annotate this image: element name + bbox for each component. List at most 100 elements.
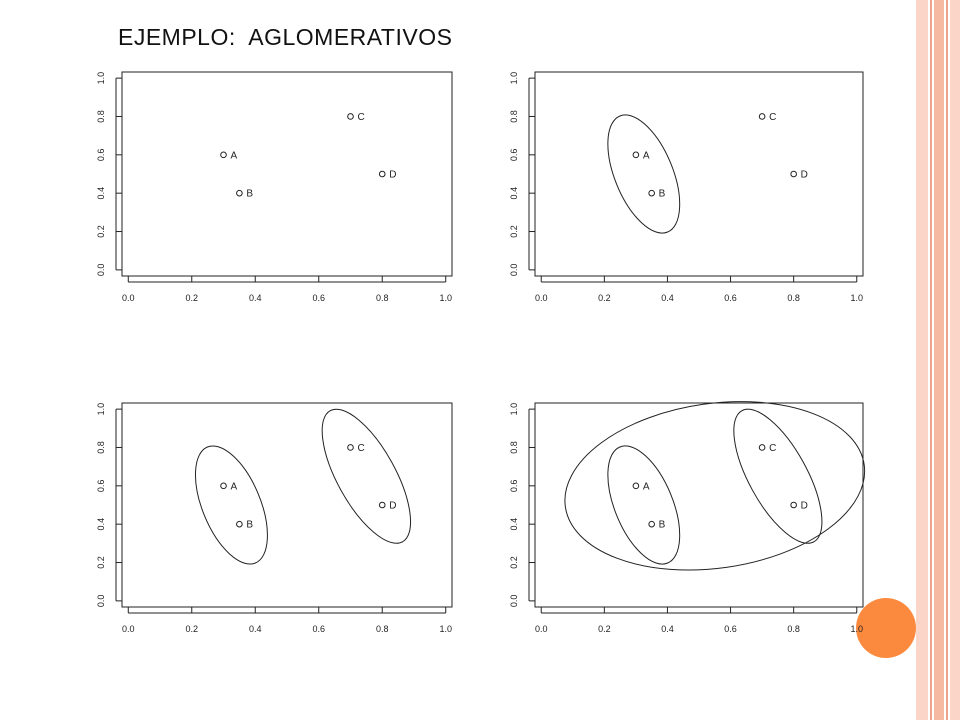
y-tick-label: 0.0 (509, 264, 519, 277)
point-label-c: C (769, 443, 776, 454)
y-tick-label: 0.6 (96, 149, 106, 162)
x-tick-label: 0.4 (661, 624, 674, 634)
plot-cluster-all: 0.0 0.2 0.4 0.6 0.8 1.0 0.0 0.2 0.4 0.6 0.8 1.0 A B C D (509, 401, 866, 634)
y-tick-label: 0.4 (509, 518, 519, 531)
x-tick-label: 0.0 (122, 624, 135, 634)
point-c (347, 113, 354, 120)
point-c (758, 113, 766, 120)
y-tick-label: 0.2 (96, 556, 106, 569)
point-b (648, 189, 655, 197)
point-label-c: C (357, 443, 364, 454)
point-b (236, 520, 243, 528)
plot-single-points: 0.0 0.2 0.4 0.6 0.8 1.0 0.0 0.2 0.4 0.6 0.8 1.0 A B C D (96, 71, 453, 303)
y-tick-label: 0.8 (96, 110, 106, 123)
x-tick-label: 0.2 (598, 293, 611, 303)
point-label-d: D (801, 170, 808, 181)
point-b (648, 520, 655, 528)
y-tick-label: 0.6 (509, 149, 519, 162)
point-a (632, 151, 640, 159)
y-tick-label: 0.4 (96, 187, 106, 200)
point-label-a: A (231, 150, 238, 161)
point-label-d: D (389, 170, 396, 181)
point-label-b: B (659, 189, 666, 200)
point-label-c: C (357, 112, 364, 123)
point-label-d: D (801, 501, 808, 512)
cluster-ellipse-cd (321, 408, 412, 544)
x-tick-label: 0.8 (376, 293, 389, 303)
x-tick-label: 1.0 (851, 624, 864, 634)
x-tick-label: 0.2 (186, 293, 199, 303)
point-d (790, 170, 797, 178)
point-c (347, 444, 354, 451)
plot-frame (121, 402, 453, 608)
point-d (790, 501, 797, 509)
accent-circle (856, 598, 916, 658)
x-tick-label: 1.0 (439, 624, 452, 634)
y-tick-label: 1.0 (96, 72, 106, 85)
y-tick-label: 0.4 (96, 518, 106, 531)
y-tick-label: 0.4 (509, 187, 519, 200)
x-tick-label: 0.6 (312, 293, 325, 303)
plot-frame (534, 71, 864, 277)
x-tick-label: 0.8 (787, 293, 800, 303)
y-tick-label: 0.6 (509, 480, 519, 493)
x-tick-label: 0.6 (724, 624, 737, 634)
plot-frame (534, 402, 864, 608)
y-tick-label: 1.0 (509, 72, 519, 85)
plot-clusters-ab-cd: 0.0 0.2 0.4 0.6 0.8 1.0 0.0 0.2 0.4 0.6 0.8 1.0 A B C D (96, 402, 453, 634)
x-tick-label: 1.0 (439, 293, 452, 303)
side-bar-light-2 (950, 0, 960, 720)
x-tick-label: 0.4 (661, 293, 674, 303)
side-bar-mid (934, 0, 944, 720)
cluster-ellipse-ab (607, 114, 681, 234)
y-tick-label: 0.2 (509, 225, 519, 238)
x-tick-label: 0.4 (249, 293, 262, 303)
point-label-b: B (246, 189, 253, 200)
side-bar-light (916, 0, 928, 720)
side-decoration (912, 0, 960, 720)
point-label-c: C (769, 112, 776, 123)
x-tick-label: 0.2 (186, 624, 199, 634)
cluster-ellipse-ab (607, 445, 681, 565)
y-tick-label: 0.6 (96, 480, 106, 493)
point-d (378, 170, 386, 178)
y-tick-label: 1.0 (96, 403, 106, 416)
x-tick-label: 0.8 (376, 624, 389, 634)
point-label-a: A (231, 481, 238, 492)
y-tick-label: 0.8 (96, 441, 106, 454)
point-label-b: B (246, 520, 253, 531)
point-label-b: B (659, 520, 666, 531)
point-a (632, 482, 640, 490)
y-tick-label: 0.8 (509, 110, 519, 123)
point-a (220, 482, 227, 490)
point-b (236, 189, 243, 197)
y-tick-label: 0.2 (509, 556, 519, 569)
y-tick-label: 0.2 (96, 225, 106, 238)
point-d (378, 501, 386, 509)
plot-cluster-ab: 0.0 0.2 0.4 0.6 0.8 1.0 0.0 0.2 0.4 0.6 0.8 1.0 A B C D (509, 71, 864, 303)
y-tick-label: 0.8 (509, 441, 519, 454)
x-tick-label: 0.6 (724, 293, 737, 303)
y-tick-label: 0.0 (96, 595, 106, 608)
slide-title: EJEMPLO: AGLOMERATIVOS (118, 24, 453, 50)
x-tick-label: 0.8 (787, 624, 800, 634)
cluster-ellipse-ab (194, 445, 268, 565)
x-tick-label: 0.0 (122, 293, 135, 303)
x-tick-label: 1.0 (851, 293, 864, 303)
point-label-a: A (643, 150, 650, 161)
y-tick-label: 0.0 (96, 264, 106, 277)
plot-frame (121, 71, 453, 277)
point-label-d: D (389, 501, 396, 512)
point-a (220, 151, 227, 159)
point-c (758, 444, 766, 451)
x-tick-label: 0.0 (535, 293, 548, 303)
x-tick-label: 0.0 (535, 624, 548, 634)
point-label-a: A (643, 481, 650, 492)
cluster-ellipse-abcd (564, 401, 866, 571)
x-tick-label: 0.4 (249, 624, 262, 634)
side-bar-line-2 (946, 0, 948, 720)
y-tick-label: 1.0 (509, 403, 519, 416)
x-tick-label: 0.2 (598, 624, 611, 634)
cluster-ellipse-cd (733, 408, 823, 544)
